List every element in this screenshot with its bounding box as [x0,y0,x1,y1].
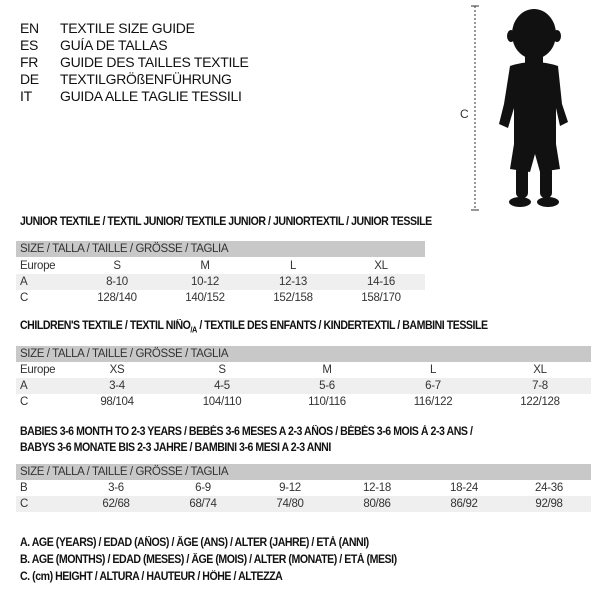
table-cell: 7-8 [532,380,548,392]
language-code: DE [20,71,39,87]
table-row: B 3-6 6-9 9-12 12-18 18-24 24-36 [16,480,591,496]
table-cell: 74/80 [276,498,304,510]
children-title-sub: /A [190,325,197,335]
table-cell: S [113,260,121,272]
table-cell: 3-6 [108,482,124,494]
legend-line: C. (cm) HEIGHT / ALTURA / HAUTEUR / HÖHE… [20,571,283,583]
table-cell: 158/170 [361,292,401,304]
junior-title: JUNIOR TEXTILE / TEXTIL JUNIOR/ TEXTILE … [20,216,432,228]
table-cell: 68/74 [189,498,217,510]
table-row: Europe XS S M L XL [16,362,591,378]
table-cell: M [200,260,210,272]
language-title: GUIDA ALLE TAGLIE TESSILI [60,88,242,104]
language-title: TEXTILGRÖßENFÜHRUNG [60,71,232,87]
table-cell: 62/68 [102,498,130,510]
row-label: Europe [20,364,56,376]
legend-line: B. AGE (MONTHS) / EDAD (MESES) / ÂGE (MO… [20,554,397,566]
table-cell: 128/140 [97,292,137,304]
table-cell: 8-10 [106,276,128,288]
junior-header: SIZE / TALLA / TAILLE / GRÖSSE / TAGLIA [16,241,425,257]
table-cell: XL [533,364,547,376]
table-cell: 104/110 [202,396,242,408]
table-cell: 116/122 [413,396,453,408]
row-label: C [20,498,29,510]
table-cell: 24-36 [535,482,563,494]
table-cell: 152/158 [273,292,313,304]
table-cell: 98/104 [100,396,134,408]
table-cell: 10-12 [191,276,219,288]
table-cell: 80/86 [363,498,391,510]
table-row: A 3-4 4-5 5-6 6-7 7-8 [16,378,591,394]
legend-line: A. AGE (YEARS) / EDAD (AÑOS) / ÂGE (ANS)… [20,537,369,549]
table-cell: 12-18 [363,482,391,494]
language-code: EN [20,20,39,36]
table-cell: 12-13 [279,276,307,288]
table-cell: 122/128 [520,396,560,408]
table-cell: 6-7 [425,380,441,392]
children-title: CHILDREN'S TEXTILE / TEXTIL NIÑO/A / TEX… [20,320,488,334]
row-label: B [20,482,28,494]
table-cell: XS [109,364,125,376]
table-row: C 62/68 68/74 74/80 80/86 86/92 92/98 [16,496,591,512]
table-cell: S [218,364,226,376]
language-code: ES [20,37,39,53]
row-label: Europe [20,260,56,272]
height-label: C [460,107,469,121]
row-label: C [20,292,29,304]
language-title: GUIDE DES TAILLES TEXTILE [60,54,249,70]
table-cell: L [429,364,437,376]
babies-header: SIZE / TALLA / TAILLE / GRÖSSE / TAGLIA [16,464,591,480]
table-row: C 98/104 104/110 110/116 116/122 122/128 [16,394,591,410]
table-cell: 6-9 [195,482,211,494]
table-row: C 128/140 140/152 152/158 158/170 [16,290,425,306]
language-title: GUÍA DE TALLAS [60,37,168,53]
row-label: C [20,396,29,408]
table-row: A 8-10 10-12 12-13 14-16 [16,274,425,290]
table-row: Europe S M L XL [16,258,425,274]
table-cell: L [289,260,297,272]
table-cell: 4-5 [214,380,230,392]
babies-title-line1: BABIES 3-6 MONTH TO 2-3 YEARS / BEBÉS 3-… [20,426,473,438]
table-cell: 3-4 [109,380,125,392]
language-code: IT [20,88,32,104]
child-silhouette-icon [471,5,568,211]
table-cell: 9-12 [279,482,301,494]
table-cell: XL [374,260,388,272]
children-title-main: CHILDREN'S TEXTILE / TEXTIL NIÑO [20,320,191,332]
row-label: A [20,276,28,288]
row-label: A [20,380,28,392]
table-cell: 140/152 [185,292,225,304]
language-code: FR [20,54,39,70]
table-cell: 5-6 [319,380,335,392]
table-cell: 18-24 [450,482,478,494]
babies-title-line2: BABYS 3-6 MONATE BIS 2-3 JAHRE / BAMBINI… [20,442,331,454]
table-cell: 86/92 [450,498,478,510]
table-cell: 92/98 [535,498,563,510]
language-title: TEXTILE SIZE GUIDE [60,20,195,36]
children-title-rest: / TEXTILE DES ENFANTS / KINDERTEXTIL / B… [196,320,488,332]
table-cell: M [322,364,332,376]
table-cell: 110/116 [308,396,346,408]
table-cell: 14-16 [367,276,395,288]
children-header: SIZE / TALLA / TAILLE / GRÖSSE / TAGLIA [16,346,591,362]
